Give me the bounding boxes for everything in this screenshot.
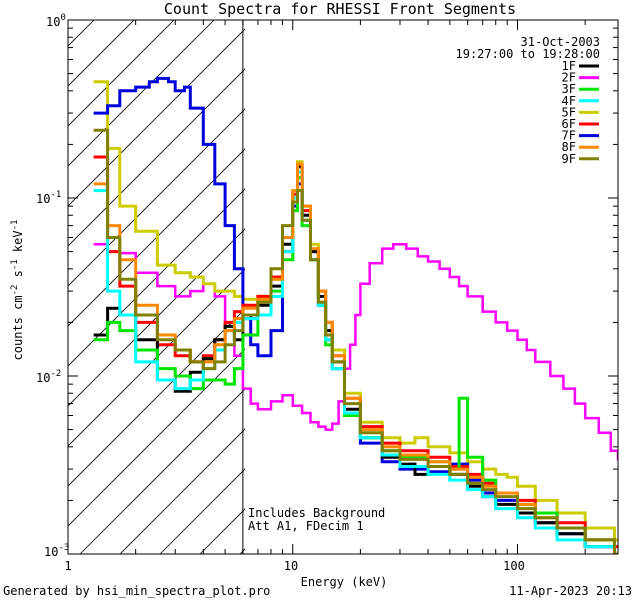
legend-label-4F: 4F [562,94,576,108]
footer-timestamp: 11-Apr-2023 20:13 [509,584,632,598]
legend-label-8F: 8F [562,140,576,154]
plot-frame [67,19,619,555]
hatch-line [440,0,640,554]
hatch-line [600,0,640,554]
legend-label-9F: 9F [562,152,576,166]
hatch-line [68,228,245,407]
legend-label-6F: 6F [562,117,576,131]
x-axis-title: Energy (keV) [301,575,388,589]
hatch-line [520,0,640,554]
chart-title: Count Spectra for RHESSI Front Segments [164,0,516,18]
hatch-line [68,268,245,447]
hatch-line [68,308,245,487]
y-axis-labels: 10-3 10-2 10-1 100 [36,13,69,559]
hatch-line [119,428,245,554]
legend-label-1F: 1F [562,59,576,73]
annotation-background: Includes Background [248,506,385,520]
x-tick-label-2: 100 [503,559,525,573]
x-tick-label-0: 1 [64,559,71,573]
y-tick-label-3: 100 [46,13,66,29]
hatch-line [68,20,95,47]
hatch-line [68,188,245,367]
legend-label-2F: 2F [562,71,576,85]
hatch-line [68,28,245,207]
hatch-line [79,388,245,554]
y-axis-title: counts cm-2 s-1 keV-1 [10,220,25,361]
series-1F-line [93,165,618,554]
axis-ticks [67,19,618,555]
hatch-line [320,0,640,554]
series-3F-line [93,176,618,554]
series-5F-line [93,80,618,542]
hatch-line [0,0,220,554]
hatch-line [360,0,640,554]
y-tick-label-2: 10-1 [36,190,61,206]
y-tick-label-0: 10-3 [44,543,69,559]
time-range-label: 19:27:00 to 19:28:00 [456,47,601,61]
x-tick-label-1: 10 [284,559,298,573]
y-tick-label-1: 10-2 [36,369,61,385]
x-axis-labels: 1 10 100 [64,559,524,573]
series-8F-line [93,162,618,554]
hatch-line [68,68,245,247]
hatch-line [68,148,245,327]
series-layer [93,76,618,554]
hatched-region [0,0,640,554]
series-2F-line [93,242,618,461]
legend-label-7F: 7F [562,129,576,143]
annotation-attenuator: Att A1, FDecim 1 [248,519,364,533]
hatch-line [480,0,640,554]
series-6F-line [93,155,618,549]
series-9F-line [93,128,618,554]
legend-label-3F: 3F [562,82,576,96]
hatch-line [68,348,245,527]
footer-generated-by: Generated by hsi_min_spectra_plot.pro [3,584,270,598]
date-label: 31-Oct-2003 [521,35,600,49]
hatch-line [68,108,245,287]
legend-label-5F: 5F [562,105,576,119]
